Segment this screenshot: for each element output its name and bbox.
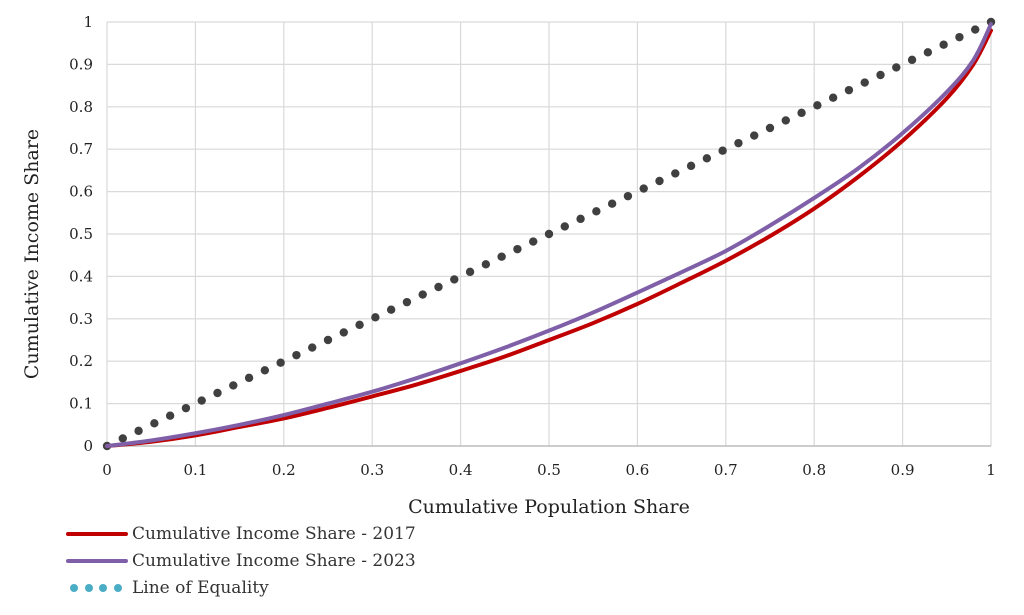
x-tick-label: 0.4 [449, 461, 473, 479]
x-tick-label: 0.9 [891, 461, 915, 479]
equality-dot [229, 381, 238, 390]
x-tick-label: 0.5 [537, 461, 561, 479]
equality-dot [355, 320, 364, 330]
equality-dot [497, 252, 506, 261]
equality-dot [892, 63, 901, 72]
legend-swatch-2023 [66, 556, 128, 566]
series-line-2017 [105, 28, 993, 448]
equality-dot [671, 169, 680, 178]
equality-dot [702, 154, 712, 163]
equality-dot [513, 244, 522, 254]
x-tick-label: 0 [102, 461, 112, 479]
equality-dot [592, 207, 601, 216]
x-tick-label: 1 [986, 461, 996, 479]
equality-dot [844, 85, 854, 95]
equality-dot [402, 297, 412, 307]
y-tick-label: 0.8 [69, 98, 93, 116]
equality-dot [718, 146, 727, 155]
y-tick-label: 0.2 [69, 352, 93, 370]
y-tick-label: 0.9 [69, 55, 93, 73]
equality-dot [544, 229, 554, 239]
x-tick-label: 0.3 [360, 461, 384, 479]
equality-dot [655, 176, 664, 186]
y-tick-label: 0.1 [69, 395, 93, 413]
equality-dot [181, 403, 191, 413]
equality-dot [639, 184, 648, 193]
legend-item-equality: Line of Equality [66, 574, 416, 601]
equality-dot [939, 40, 948, 49]
equality-dot [371, 313, 380, 322]
equality-dot [560, 222, 569, 231]
equality-dot [465, 267, 475, 277]
equality-dot [450, 275, 459, 284]
equality-dot [323, 335, 333, 345]
y-tick-label: 1 [83, 13, 93, 31]
y-tick-label: 0.4 [69, 267, 93, 285]
equality-dot [150, 419, 159, 428]
equality-dot [118, 434, 127, 443]
equality-dot [860, 78, 869, 87]
axes: 0 0.1 0.2 0.3 0.4 0.5 0.6 0.7 0.8 0.9 1 0 0.1 0.2 0.3 0… [69, 13, 996, 479]
y-tick-label: 0.6 [69, 183, 93, 201]
equality-dot [576, 214, 585, 224]
legend-label-equality: Line of Equality [132, 577, 269, 598]
legend-label-2017: Cumulative Income Share - 2017 [132, 523, 416, 544]
x-tick-label: 0.8 [802, 461, 826, 479]
equality-dot [765, 123, 775, 133]
equality-dot [308, 343, 317, 352]
equality-dot [797, 108, 806, 118]
x-tick-label: 0.7 [714, 461, 738, 479]
equality-dot [260, 366, 270, 375]
equality-dot [165, 411, 175, 420]
equality-dot [339, 328, 348, 337]
equality-dot [828, 93, 838, 102]
equality-dot [813, 101, 822, 110]
x-tick-label: 0.1 [183, 461, 207, 479]
equality-dot [623, 191, 633, 201]
equality-dot [907, 55, 917, 65]
legend-swatch-equality [66, 583, 128, 593]
equality-dot [292, 350, 301, 360]
y-tick-label: 0.3 [69, 310, 93, 328]
x-axis-title: Cumulative Population Share [408, 496, 690, 518]
equality-dot [386, 305, 396, 314]
y-tick-label: 0.5 [69, 225, 93, 243]
equality-dot [197, 396, 206, 405]
equality-dot [134, 426, 143, 436]
equality-dot [418, 290, 427, 299]
x-tick-label: 0.2 [272, 461, 296, 479]
legend-swatch-2017 [66, 529, 128, 539]
equality-dot [971, 25, 980, 34]
equality-dot [529, 237, 538, 246]
legend-label-2023: Cumulative Income Share - 2023 [132, 550, 416, 571]
equality-dot [955, 32, 964, 42]
equality-dot [781, 116, 790, 125]
equality-dot [876, 70, 885, 80]
legend-item-2023: Cumulative Income Share - 2023 [66, 547, 416, 574]
legend-item-2017: Cumulative Income Share - 2017 [66, 520, 416, 547]
x-tick-label: 0.6 [625, 461, 649, 479]
legend: Cumulative Income Share - 2017 Cumulativ… [66, 520, 416, 601]
equality-dot [213, 388, 222, 398]
y-tick-label: 0.7 [69, 140, 93, 158]
equality-dot [434, 282, 443, 292]
equality-dot [923, 48, 933, 57]
equality-dot [481, 260, 491, 269]
equality-dot [686, 161, 696, 171]
equality-dot [607, 199, 617, 208]
series-line-of-equality [102, 17, 996, 451]
equality-dot [276, 358, 285, 367]
series-line-2023 [105, 22, 993, 448]
equality-dot [734, 138, 743, 148]
series-group [102, 17, 996, 451]
y-tick-label: 0 [83, 437, 93, 455]
equality-dot [750, 131, 759, 140]
y-axis-title: Cumulative Income Share [21, 129, 43, 379]
equality-dot [244, 373, 254, 383]
